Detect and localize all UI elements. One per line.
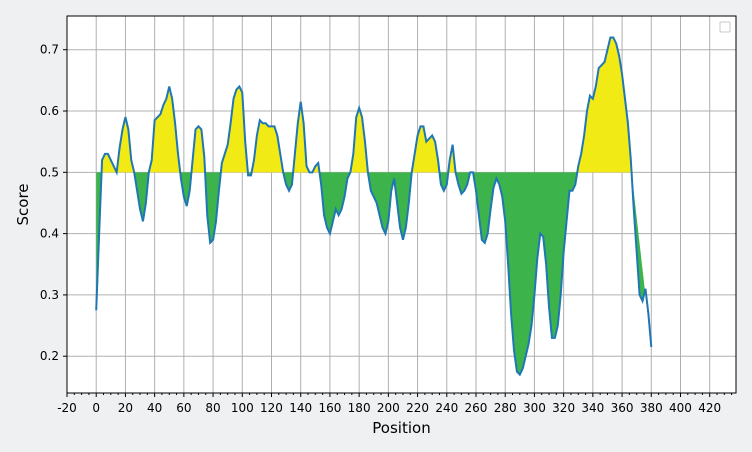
- fill-below-baseline: [455, 172, 471, 194]
- fill-below-baseline: [96, 172, 102, 311]
- plot-frame: [66, 15, 737, 394]
- fill-above-baseline: [350, 107, 368, 173]
- fill-above-baseline: [101, 153, 117, 173]
- y-axis-label: Score: [14, 183, 32, 225]
- x-tick-label: -20: [57, 401, 77, 415]
- series-line: [95, 36, 653, 377]
- x-tick-label: 20: [118, 401, 133, 415]
- fill-above-baseline: [251, 120, 284, 173]
- x-tick-label: 60: [176, 401, 191, 415]
- x-tick-label: 320: [552, 401, 575, 415]
- x-tick-label: 180: [348, 401, 371, 415]
- fill-below-baseline: [319, 172, 351, 234]
- x-ticks: -20 0 20 40 60 80 100 120 140 160 180 200 220 240 260 2…: [57, 393, 733, 415]
- x-tick-label: 400: [669, 401, 692, 415]
- y-tick-label: 0.7: [40, 43, 59, 57]
- x-tick-label: 80: [205, 401, 220, 415]
- x-tick-label: 260: [465, 401, 488, 415]
- x-axis-label: Position: [372, 419, 430, 437]
- x-tick-label: 280: [494, 401, 517, 415]
- x-tick-label: 160: [318, 401, 341, 415]
- x-tick-label: 300: [523, 401, 546, 415]
- x-tick-label: 360: [611, 401, 634, 415]
- fill-above-baseline: [577, 37, 632, 173]
- legend-box: [719, 21, 731, 33]
- x-tick-label: 380: [640, 401, 663, 415]
- x-tick-label: 200: [377, 401, 400, 415]
- fill-below-baseline: [134, 172, 149, 222]
- y-ticks: 0.2 0.3 0.4 0.5 0.6 0.7: [40, 43, 67, 363]
- fill-below-baseline: [180, 172, 192, 207]
- x-tick-label: 100: [231, 401, 254, 415]
- x-tick-label: 0: [92, 401, 100, 415]
- x-tick-label: 40: [147, 401, 162, 415]
- fill-above-baseline: [220, 86, 248, 173]
- x-tick-label: 220: [406, 401, 429, 415]
- x-tick-label: 140: [289, 401, 312, 415]
- y-tick-label: 0.3: [40, 288, 59, 302]
- y-tick-label: 0.6: [40, 104, 59, 118]
- y-tick-label: 0.4: [40, 227, 59, 241]
- x-tick-label: 420: [698, 401, 721, 415]
- y-tick-label: 0.2: [40, 349, 59, 363]
- x-tick-label: 240: [435, 401, 458, 415]
- x-tick-label: 120: [260, 401, 283, 415]
- y-tick-label: 0.5: [40, 165, 59, 179]
- x-tick-label: 340: [581, 401, 604, 415]
- fill-above-baseline: [116, 117, 135, 173]
